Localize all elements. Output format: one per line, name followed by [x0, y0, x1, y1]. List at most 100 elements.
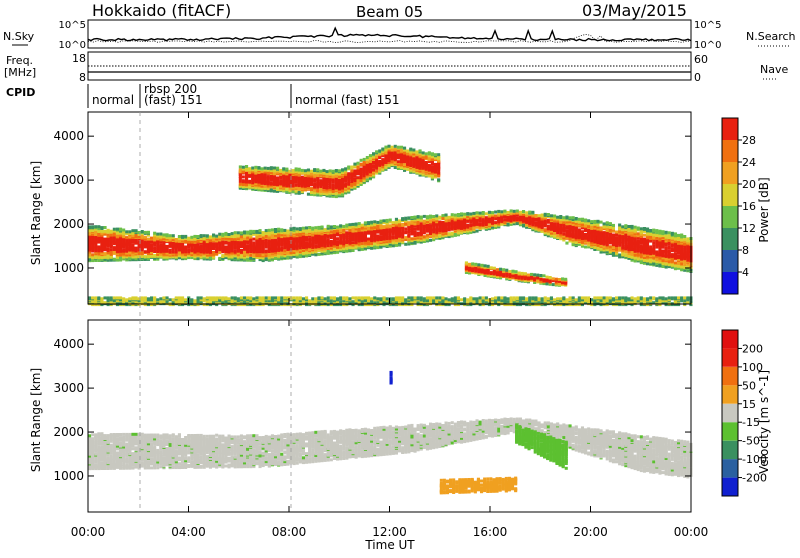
heatmap-cell — [218, 251, 221, 254]
heatmap-cell — [379, 226, 382, 229]
heatmap-cell — [414, 227, 417, 230]
heatmap-cell — [624, 234, 627, 237]
heatmap-cell — [397, 160, 400, 163]
heatmap-cell — [333, 248, 336, 251]
heatmap-cell — [441, 214, 444, 217]
nsky-tick-top-right: 10^5 — [694, 20, 721, 31]
heatmap-cell — [618, 234, 621, 237]
heatmap-cell — [153, 246, 156, 249]
heatmap-cell — [295, 184, 298, 187]
heatmap-cell — [234, 238, 237, 241]
heatmap-cell — [141, 235, 144, 238]
heatmap-cell — [612, 224, 615, 227]
heatmap-cell — [314, 245, 317, 248]
heatmap-cell — [394, 148, 397, 151]
heatmap-cell — [333, 242, 336, 245]
heatmap-cell — [562, 233, 565, 236]
heatmap-cell — [618, 254, 621, 257]
heatmap-cell — [187, 248, 190, 251]
heatmap-cell — [285, 168, 288, 171]
heatmap-cell — [652, 247, 655, 250]
freq-unit: [MHz] — [4, 66, 36, 79]
heatmap-cell — [348, 223, 351, 226]
heatmap-cell — [367, 240, 370, 243]
heatmap-cell — [404, 243, 407, 246]
heatmap-cell — [262, 237, 265, 240]
heatmap-cell — [144, 231, 147, 234]
heatmap-cell — [677, 246, 680, 249]
heatmap-cell — [169, 249, 172, 252]
heatmap-cell — [646, 228, 649, 231]
heatmap-cell — [153, 254, 156, 257]
heatmap-cell — [248, 180, 251, 183]
heatmap-cell — [378, 149, 381, 152]
heatmap-cell — [357, 176, 360, 179]
heatmap-cell — [652, 241, 655, 244]
heatmap-cell — [677, 241, 680, 244]
heatmap-cell — [336, 237, 339, 240]
heatmap-cell — [239, 180, 242, 183]
heatmap-cell — [234, 250, 237, 253]
heatmap-cell — [519, 211, 522, 214]
heatmap-cell — [147, 231, 150, 234]
heatmap-cell — [516, 216, 519, 219]
heatmap-cell — [609, 222, 612, 225]
heatmap-cell — [469, 213, 472, 216]
heatmap-cell — [265, 257, 268, 260]
heatmap-cell — [445, 232, 448, 235]
heatmap-cell — [317, 226, 320, 229]
heatmap-cell — [215, 235, 218, 238]
heatmap-cell — [466, 212, 469, 215]
heatmap-cell — [317, 237, 320, 240]
heatmap-cell — [116, 228, 119, 231]
heatmap-cell — [317, 253, 320, 256]
heatmap-cell — [270, 188, 273, 191]
heatmap-cell — [600, 226, 603, 229]
heatmap-cell — [398, 219, 401, 222]
heatmap-cell — [307, 193, 310, 196]
heatmap-cell — [565, 233, 568, 236]
heatmap-cell — [322, 169, 325, 172]
heatmap-cell — [358, 222, 361, 225]
heatmap-cell — [307, 171, 310, 174]
heatmap-cell — [259, 235, 262, 238]
heatmap-cell — [680, 234, 683, 237]
heatmap-cell — [665, 246, 668, 249]
heatmap-cell — [375, 170, 378, 173]
heatmap-cell — [330, 225, 333, 228]
heatmap-cell — [357, 162, 360, 165]
heatmap-cell — [212, 242, 215, 245]
heatmap-cell — [119, 257, 122, 260]
heatmap-cell — [624, 250, 627, 253]
heatmap-cell — [252, 238, 255, 241]
heatmap-cell — [640, 227, 643, 230]
heatmap-cell — [221, 233, 224, 236]
heatmap-cell — [336, 232, 339, 235]
heatmap-cell — [655, 237, 658, 240]
heatmap-cell — [113, 236, 116, 239]
heatmap-cell — [370, 221, 373, 224]
heatmap-cell — [361, 242, 364, 245]
heatmap-cell — [206, 234, 209, 237]
freq-tick-bottom: 8 — [79, 71, 86, 84]
heatmap-cell — [500, 219, 503, 222]
heatmap-cell — [609, 245, 612, 248]
heatmap-cell — [479, 222, 482, 225]
heatmap-cell — [200, 245, 203, 248]
heatmap-cell — [104, 252, 107, 255]
heatmap-cell — [503, 218, 506, 221]
heatmap-cell — [637, 239, 640, 242]
heatmap-cell — [407, 216, 410, 219]
nsearch-label: N.Search — [746, 30, 796, 43]
heatmap-cell — [305, 226, 308, 229]
heatmap-cell — [677, 249, 680, 252]
heatmap-cell — [665, 231, 668, 234]
heatmap-cell — [259, 229, 262, 232]
heatmap-cell — [352, 249, 355, 252]
heatmap-cell — [150, 237, 153, 240]
heatmap-cell — [553, 222, 556, 225]
heatmap-cell — [674, 267, 677, 270]
heatmap-cell — [469, 223, 472, 226]
nsky-panel-frame — [88, 20, 691, 48]
heatmap-cell — [429, 239, 432, 242]
